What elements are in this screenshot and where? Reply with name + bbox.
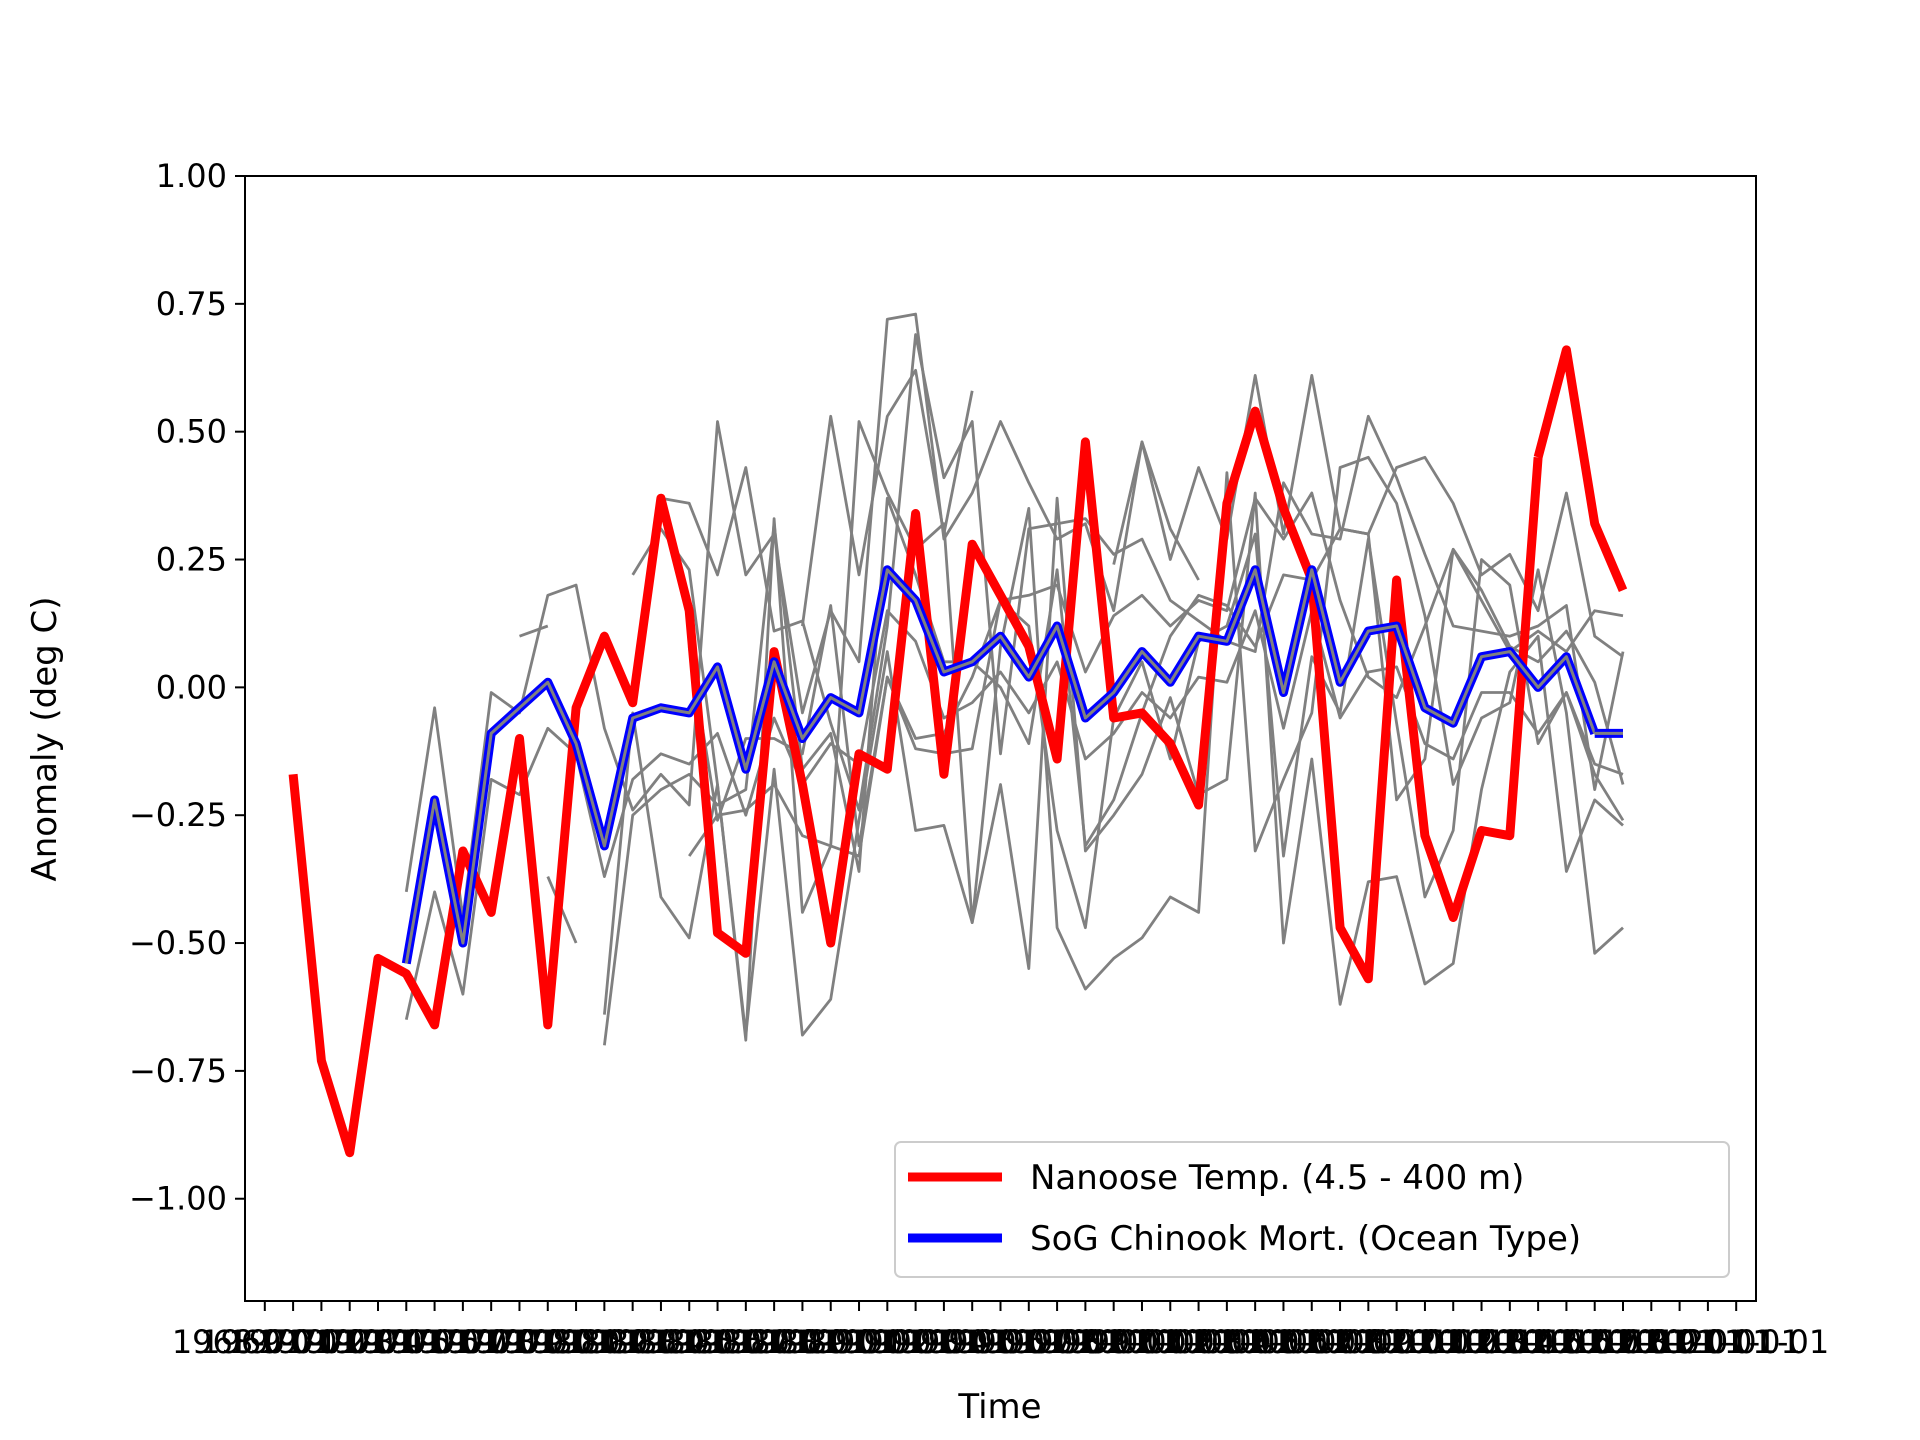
series-layer bbox=[288, 312, 1628, 1158]
x-tick-label: 1996-01-01 bbox=[964, 1323, 1150, 1361]
x-tick-label: 2005-01-01 bbox=[1219, 1323, 1405, 1361]
x-tick-label: 2012-01-01 bbox=[1417, 1323, 1603, 1361]
plot-area bbox=[288, 312, 1628, 1158]
x-tick-label: 2013-01-01 bbox=[1445, 1323, 1631, 1361]
x-axis-ticks: 1968-01-011969-01-011970-01-011971-01-01… bbox=[172, 1301, 1829, 1361]
x-tick-label: 1990-01-01 bbox=[794, 1323, 980, 1361]
grey-series-line bbox=[603, 491, 1624, 1037]
x-tick-label: 2019-01-01 bbox=[1615, 1323, 1801, 1361]
x-tick-label: 1985-01-01 bbox=[653, 1323, 839, 1361]
x-tick-label: 2015-01-01 bbox=[1502, 1323, 1688, 1361]
x-tick-label: 1976-01-01 bbox=[398, 1323, 584, 1361]
nanoose-temp-line bbox=[288, 406, 1543, 1158]
x-tick-label: 1983-01-01 bbox=[596, 1323, 782, 1361]
x-tick-label: 1997-01-01 bbox=[992, 1323, 1178, 1361]
x-tick-label: 2018-01-01 bbox=[1587, 1323, 1773, 1361]
y-axis-label: Anomaly (deg C) bbox=[25, 596, 65, 881]
grey-series-line bbox=[1112, 440, 1200, 581]
x-axis-label: Time bbox=[957, 1387, 1041, 1427]
grey-series-line bbox=[631, 420, 1624, 1042]
grey-series-line bbox=[660, 333, 1625, 812]
x-tick-label: 2009-01-01 bbox=[1332, 1323, 1518, 1361]
x-tick-label: 1972-01-01 bbox=[285, 1323, 471, 1361]
x-tick-label: 1970-01-01 bbox=[228, 1323, 414, 1361]
y-tick-label: −0.75 bbox=[129, 1052, 227, 1090]
x-tick-label: 2003-01-01 bbox=[1162, 1323, 1348, 1361]
y-tick-label: 0.25 bbox=[156, 541, 227, 579]
x-tick-label: 1977-01-01 bbox=[426, 1323, 612, 1361]
x-tick-label: 2006-01-01 bbox=[1247, 1323, 1433, 1361]
y-tick-label: 0.00 bbox=[156, 668, 227, 706]
x-tick-label: 1984-01-01 bbox=[625, 1323, 811, 1361]
x-tick-label: 1979-01-01 bbox=[483, 1323, 669, 1361]
x-tick-label: 1969-01-01 bbox=[200, 1323, 386, 1361]
x-tick-label: 2000-01-01 bbox=[1077, 1323, 1263, 1361]
x-tick-label: 1988-01-01 bbox=[738, 1323, 924, 1361]
x-tick-label: 1995-01-01 bbox=[936, 1323, 1122, 1361]
x-tick-label: 1981-01-01 bbox=[540, 1323, 726, 1361]
y-tick-label: −0.50 bbox=[129, 924, 227, 962]
nanoose-temp-line bbox=[1533, 345, 1628, 592]
x-tick-label: 2010-01-01 bbox=[1360, 1323, 1546, 1361]
legend-label-chinook: SoG Chinook Mort. (Ocean Type) bbox=[1030, 1219, 1581, 1259]
grey-series-line bbox=[519, 624, 549, 638]
x-tick-label: 1978-01-01 bbox=[455, 1323, 641, 1361]
x-tick-label: 2011-01-01 bbox=[1389, 1323, 1575, 1361]
grey-series-line bbox=[404, 609, 1624, 1021]
x-tick-label: 2001-01-01 bbox=[1106, 1323, 1292, 1361]
x-tick-label: 1994-01-01 bbox=[908, 1323, 1094, 1361]
x-tick-label: 2014-01-01 bbox=[1473, 1323, 1659, 1361]
x-tick-label: 2007-01-01 bbox=[1275, 1323, 1461, 1361]
y-tick-label: 0.75 bbox=[156, 285, 227, 323]
legend-box bbox=[894, 1141, 1730, 1278]
x-tick-label: 1973-01-01 bbox=[313, 1323, 499, 1361]
x-tick-label: 1991-01-01 bbox=[823, 1323, 1009, 1361]
y-tick-label: −1.00 bbox=[129, 1180, 227, 1218]
x-tick-label: 1987-01-01 bbox=[709, 1323, 895, 1361]
x-tick-label: 1998-01-01 bbox=[1021, 1323, 1207, 1361]
chinook-mort-line-core bbox=[404, 568, 1597, 964]
x-tick-label: 2002-01-01 bbox=[1134, 1323, 1320, 1361]
y-tick-label: −0.25 bbox=[129, 796, 227, 834]
x-tick-label: 1986-01-01 bbox=[681, 1323, 867, 1361]
y-tick-label: 1.00 bbox=[156, 157, 227, 195]
x-tick-label: 2020-01-01 bbox=[1643, 1323, 1829, 1361]
y-tick-label: 0.50 bbox=[156, 413, 227, 451]
x-tick-label: 1989-01-01 bbox=[766, 1323, 952, 1361]
x-tick-label: 1974-01-01 bbox=[342, 1323, 528, 1361]
x-tick-label: 2016-01-01 bbox=[1530, 1323, 1716, 1361]
y-axis-ticks: −1.00 −0.75 −0.50 −0.25 0.00 0.25 0.50 0.75 1.00 bbox=[129, 157, 245, 1218]
x-tick-label: 1980-01-01 bbox=[511, 1323, 697, 1361]
x-tick-label: 1982-01-01 bbox=[568, 1323, 754, 1361]
x-tick-label: 1975-01-01 bbox=[370, 1323, 556, 1361]
x-tick-label: 1971-01-01 bbox=[257, 1323, 443, 1361]
x-tick-label: 2008-01-01 bbox=[1304, 1323, 1490, 1361]
x-tick-label: 2004-01-01 bbox=[1190, 1323, 1376, 1361]
x-tick-label: 1992-01-01 bbox=[851, 1323, 1037, 1361]
x-tick-label: 2017-01-01 bbox=[1558, 1323, 1744, 1361]
x-tick-label: 1968-01-01 bbox=[172, 1323, 358, 1361]
grey-series-line bbox=[801, 368, 974, 627]
x-tick-label: 1993-01-01 bbox=[879, 1323, 1065, 1361]
legend: Nanoose Temp. (4.5 - 400 m) SoG Chinook … bbox=[894, 1141, 1730, 1278]
grey-series-line bbox=[404, 312, 1624, 919]
legend-label-nanoose: Nanoose Temp. (4.5 - 400 m) bbox=[1030, 1158, 1524, 1198]
plot-frame bbox=[244, 175, 1757, 1302]
x-tick-label: 1999-01-01 bbox=[1049, 1323, 1235, 1361]
